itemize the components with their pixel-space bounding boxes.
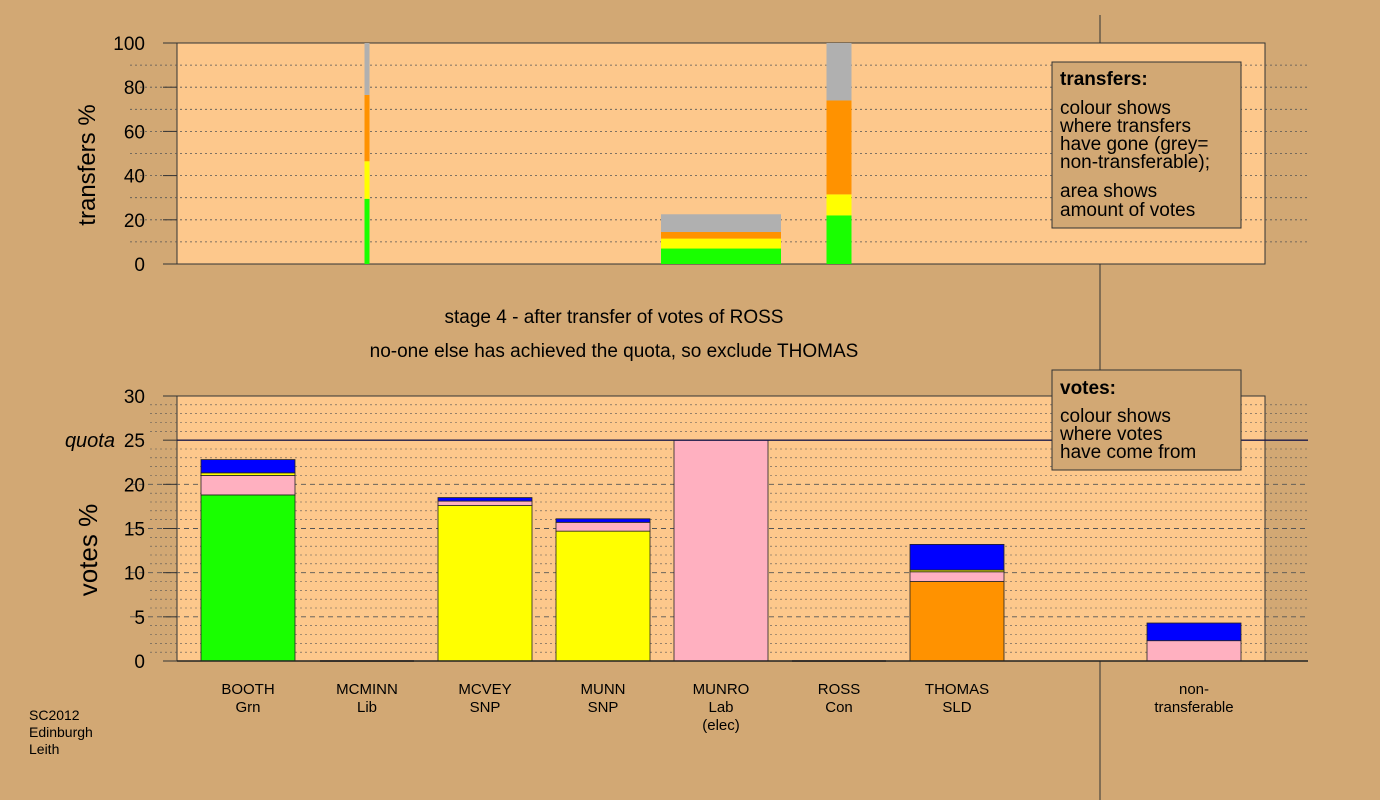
votes-x-tick-label: THOMAS (925, 681, 989, 698)
transfers-y-tick-label: 60 (124, 122, 145, 143)
footer-line: SC2012 (29, 707, 80, 723)
transfers-legend-line: colour shows (1060, 98, 1171, 119)
transfers-y-ticks: 0 20 40 60 80 100 (113, 34, 177, 276)
vote-bar-segment (1146, 640, 1242, 662)
transfers-y-tick-label: 40 (124, 167, 145, 188)
transfers-bars (364, 43, 852, 264)
vote-bar-segment (437, 505, 533, 662)
votes-x-tick-label: Grn (235, 699, 260, 716)
votes-x-tick-label: Lib (357, 699, 377, 716)
transfer-bar-segment (661, 238, 781, 249)
quota-label: quota (65, 430, 115, 452)
transfer-bar-segment (661, 231, 781, 239)
stage-text: stage 4 - after transfer of votes of ROS… (445, 307, 784, 328)
vote-bar-segment (437, 497, 533, 502)
vote-bar-segment (909, 581, 1005, 662)
transfer-bar-segment (364, 161, 370, 199)
transfers-legend-line: where transfers (1059, 116, 1191, 137)
votes-x-tick-label: (elec) (702, 717, 740, 734)
vote-bar-segment (555, 518, 651, 523)
votes-x-tick-label: Lab (708, 699, 733, 716)
transfers-legend-title: transfers: (1060, 69, 1148, 90)
transfer-bar-segment (826, 100, 852, 195)
vote-bar-segment (437, 500, 533, 506)
transfers-y-axis-label: transfers % (74, 104, 101, 225)
transfers-legend-line: area shows (1060, 181, 1157, 202)
vote-bar-segment (673, 439, 769, 662)
votes-x-tick-label: MUNRO (693, 681, 750, 698)
vote-bar-segment (555, 521, 651, 532)
votes-x-tick-label: non- (1179, 681, 1209, 698)
transfer-bar-segment (661, 214, 781, 232)
transfer-bar-segment (364, 198, 370, 264)
votes-legend-line: colour shows (1060, 406, 1171, 427)
status-text: no-one else has achieved the quota, so e… (370, 341, 859, 362)
transfer-bar-segment (661, 248, 781, 264)
footer-line: Edinburgh (29, 724, 93, 740)
transfers-legend-line: non-transferable); (1060, 152, 1210, 173)
vote-bar-segment (1146, 622, 1242, 642)
transfers-legend-line: amount of votes (1060, 200, 1195, 221)
transfer-bar-segment (364, 94, 370, 162)
votes-y-tick-label: 30 (124, 387, 145, 408)
vote-bar-segment (555, 530, 651, 662)
transfers-legend-line: have gone (grey= (1060, 134, 1208, 155)
votes-y-tick-label: 20 (124, 475, 145, 496)
votes-legend-title: votes: (1060, 378, 1116, 399)
votes-legend: votes: colour shows where votes have com… (1051, 369, 1242, 471)
votes-y-tick-label: 0 (134, 652, 145, 673)
votes-bars (200, 439, 1242, 662)
votes-y-axis-label: votes % (73, 504, 103, 597)
votes-x-tick-label: SNP (470, 699, 501, 716)
votes-x-tick-label: BOOTH (221, 681, 274, 698)
transfers-y-tick-label: 0 (134, 255, 145, 276)
votes-x-tick-label: transferable (1154, 699, 1233, 716)
votes-x-tick-label: MCMINN (336, 681, 398, 698)
transfer-bar-segment (826, 194, 852, 216)
votes-y-tick-label: 5 (134, 608, 145, 629)
votes-x-tick-label: ROSS (818, 681, 861, 698)
vote-bar-segment (909, 571, 1005, 582)
vote-bar-segment (200, 475, 296, 496)
vote-bar-segment (909, 544, 1005, 571)
transfer-bar-segment (826, 215, 852, 264)
votes-y-tick-label: 25 (124, 431, 145, 452)
votes-x-tick-label: SLD (942, 699, 971, 716)
transfer-bar-segment (826, 43, 852, 101)
transfer-bar-segment (364, 43, 370, 95)
votes-x-tick-label: Con (825, 699, 853, 716)
votes-legend-line: have come from (1060, 442, 1196, 463)
votes-legend-line: where votes (1059, 424, 1162, 445)
vote-bar-segment (200, 459, 296, 474)
votes-y-ticks: 0 5 10 15 20 25 30 (124, 387, 177, 673)
votes-x-tick-label: SNP (588, 699, 619, 716)
votes-x-tick-label: MCVEY (458, 681, 511, 698)
transfers-y-tick-label: 100 (113, 34, 145, 55)
votes-y-tick-label: 10 (124, 564, 145, 585)
vote-bar-segment (200, 494, 296, 662)
votes-x-labels: BOOTHGrnMCMINNLibMCVEYSNPMUNNSNPMUNROLab… (221, 681, 1233, 734)
footer-line: Leith (29, 741, 59, 757)
transfers-y-tick-label: 80 (124, 78, 145, 99)
transfers-y-tick-label: 20 (124, 211, 145, 232)
votes-y-tick-label: 15 (124, 520, 145, 541)
votes-x-tick-label: MUNN (581, 681, 626, 698)
transfers-legend: transfers: colour shows where transfers … (1051, 61, 1242, 229)
